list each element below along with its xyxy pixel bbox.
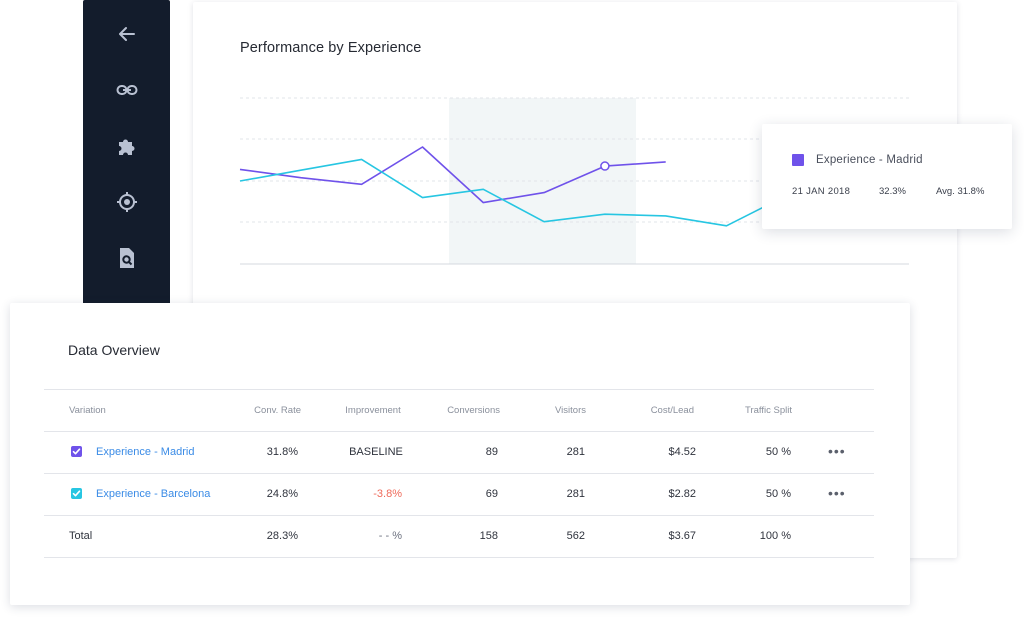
chart-tooltip: Experience - Madrid 21 JAN 2018 32.3% Av…	[762, 124, 1012, 229]
performance-line-chart	[239, 97, 909, 265]
traffic-split-value: 50 %	[765, 446, 791, 458]
more-options-icon[interactable]: •••	[828, 485, 846, 501]
visitors-value: 281	[566, 446, 585, 458]
conversions-value: 158	[479, 530, 498, 542]
arrow-left-icon[interactable]	[83, 16, 170, 52]
improvement-value: -3.8%	[373, 488, 402, 500]
series-line-madrid	[239, 146, 666, 204]
col-header-visitors: Visitors	[555, 405, 586, 416]
visitors-value: 281	[566, 488, 585, 500]
series-line-barcelona	[239, 158, 788, 227]
cost-lead-value: $4.52	[668, 446, 696, 458]
cost-lead-value: $3.67	[668, 530, 696, 542]
search-document-icon[interactable]	[83, 240, 170, 276]
checkmark-icon	[72, 448, 81, 455]
variation-link[interactable]: Experience - Barcelona	[96, 488, 211, 500]
tooltip-date: 21 JAN 2018	[792, 186, 851, 197]
traffic-split-value: 100 %	[759, 530, 791, 542]
hover-point-marker[interactable]	[600, 161, 610, 171]
divider	[44, 473, 874, 474]
variation-link[interactable]: Experience - Madrid	[96, 446, 195, 458]
col-header-improvement: Improvement	[345, 405, 401, 416]
sidebar	[83, 0, 170, 320]
divider	[44, 515, 874, 516]
link-icon[interactable]	[83, 72, 170, 108]
table-title: Data Overview	[68, 342, 160, 358]
traffic-split-value: 50 %	[765, 488, 791, 500]
row-checkbox[interactable]	[71, 488, 82, 499]
divider	[44, 431, 874, 432]
divider	[44, 389, 874, 390]
col-header-conv-rate: Conv. Rate	[254, 405, 301, 416]
conv-rate-value: 31.8%	[266, 446, 298, 458]
data-overview-card: Data Overview Variation Conv. Rate Impro…	[10, 303, 910, 605]
checkmark-icon	[72, 490, 81, 497]
chart-title: Performance by Experience	[240, 40, 422, 56]
improvement-value: BASELINE	[349, 446, 403, 458]
col-header-cost-lead: Cost/Lead	[650, 405, 694, 416]
tooltip-series-name: Experience - Madrid	[816, 154, 923, 166]
cost-lead-value: $2.82	[668, 488, 696, 500]
tooltip-value: 32.3%	[879, 186, 906, 197]
conversions-value: 89	[485, 446, 498, 458]
more-options-icon[interactable]: •••	[828, 443, 846, 459]
visitors-value: 562	[566, 530, 585, 542]
conversions-value: 69	[485, 488, 498, 500]
divider	[44, 557, 874, 558]
col-header-conversions: Conversions	[447, 405, 500, 416]
col-header-variation: Variation	[69, 405, 106, 416]
total-label: Total	[69, 530, 93, 542]
conv-rate-value: 24.8%	[266, 488, 298, 500]
series-swatch	[792, 154, 804, 166]
conv-rate-value: 28.3%	[266, 530, 298, 542]
tooltip-average: Avg. 31.8%	[936, 186, 985, 197]
puzzle-icon[interactable]	[83, 128, 170, 164]
col-header-traffic-split: Traffic Split	[745, 405, 792, 416]
target-icon[interactable]	[83, 184, 170, 220]
improvement-value: - - %	[378, 530, 402, 542]
row-checkbox[interactable]	[71, 446, 82, 457]
